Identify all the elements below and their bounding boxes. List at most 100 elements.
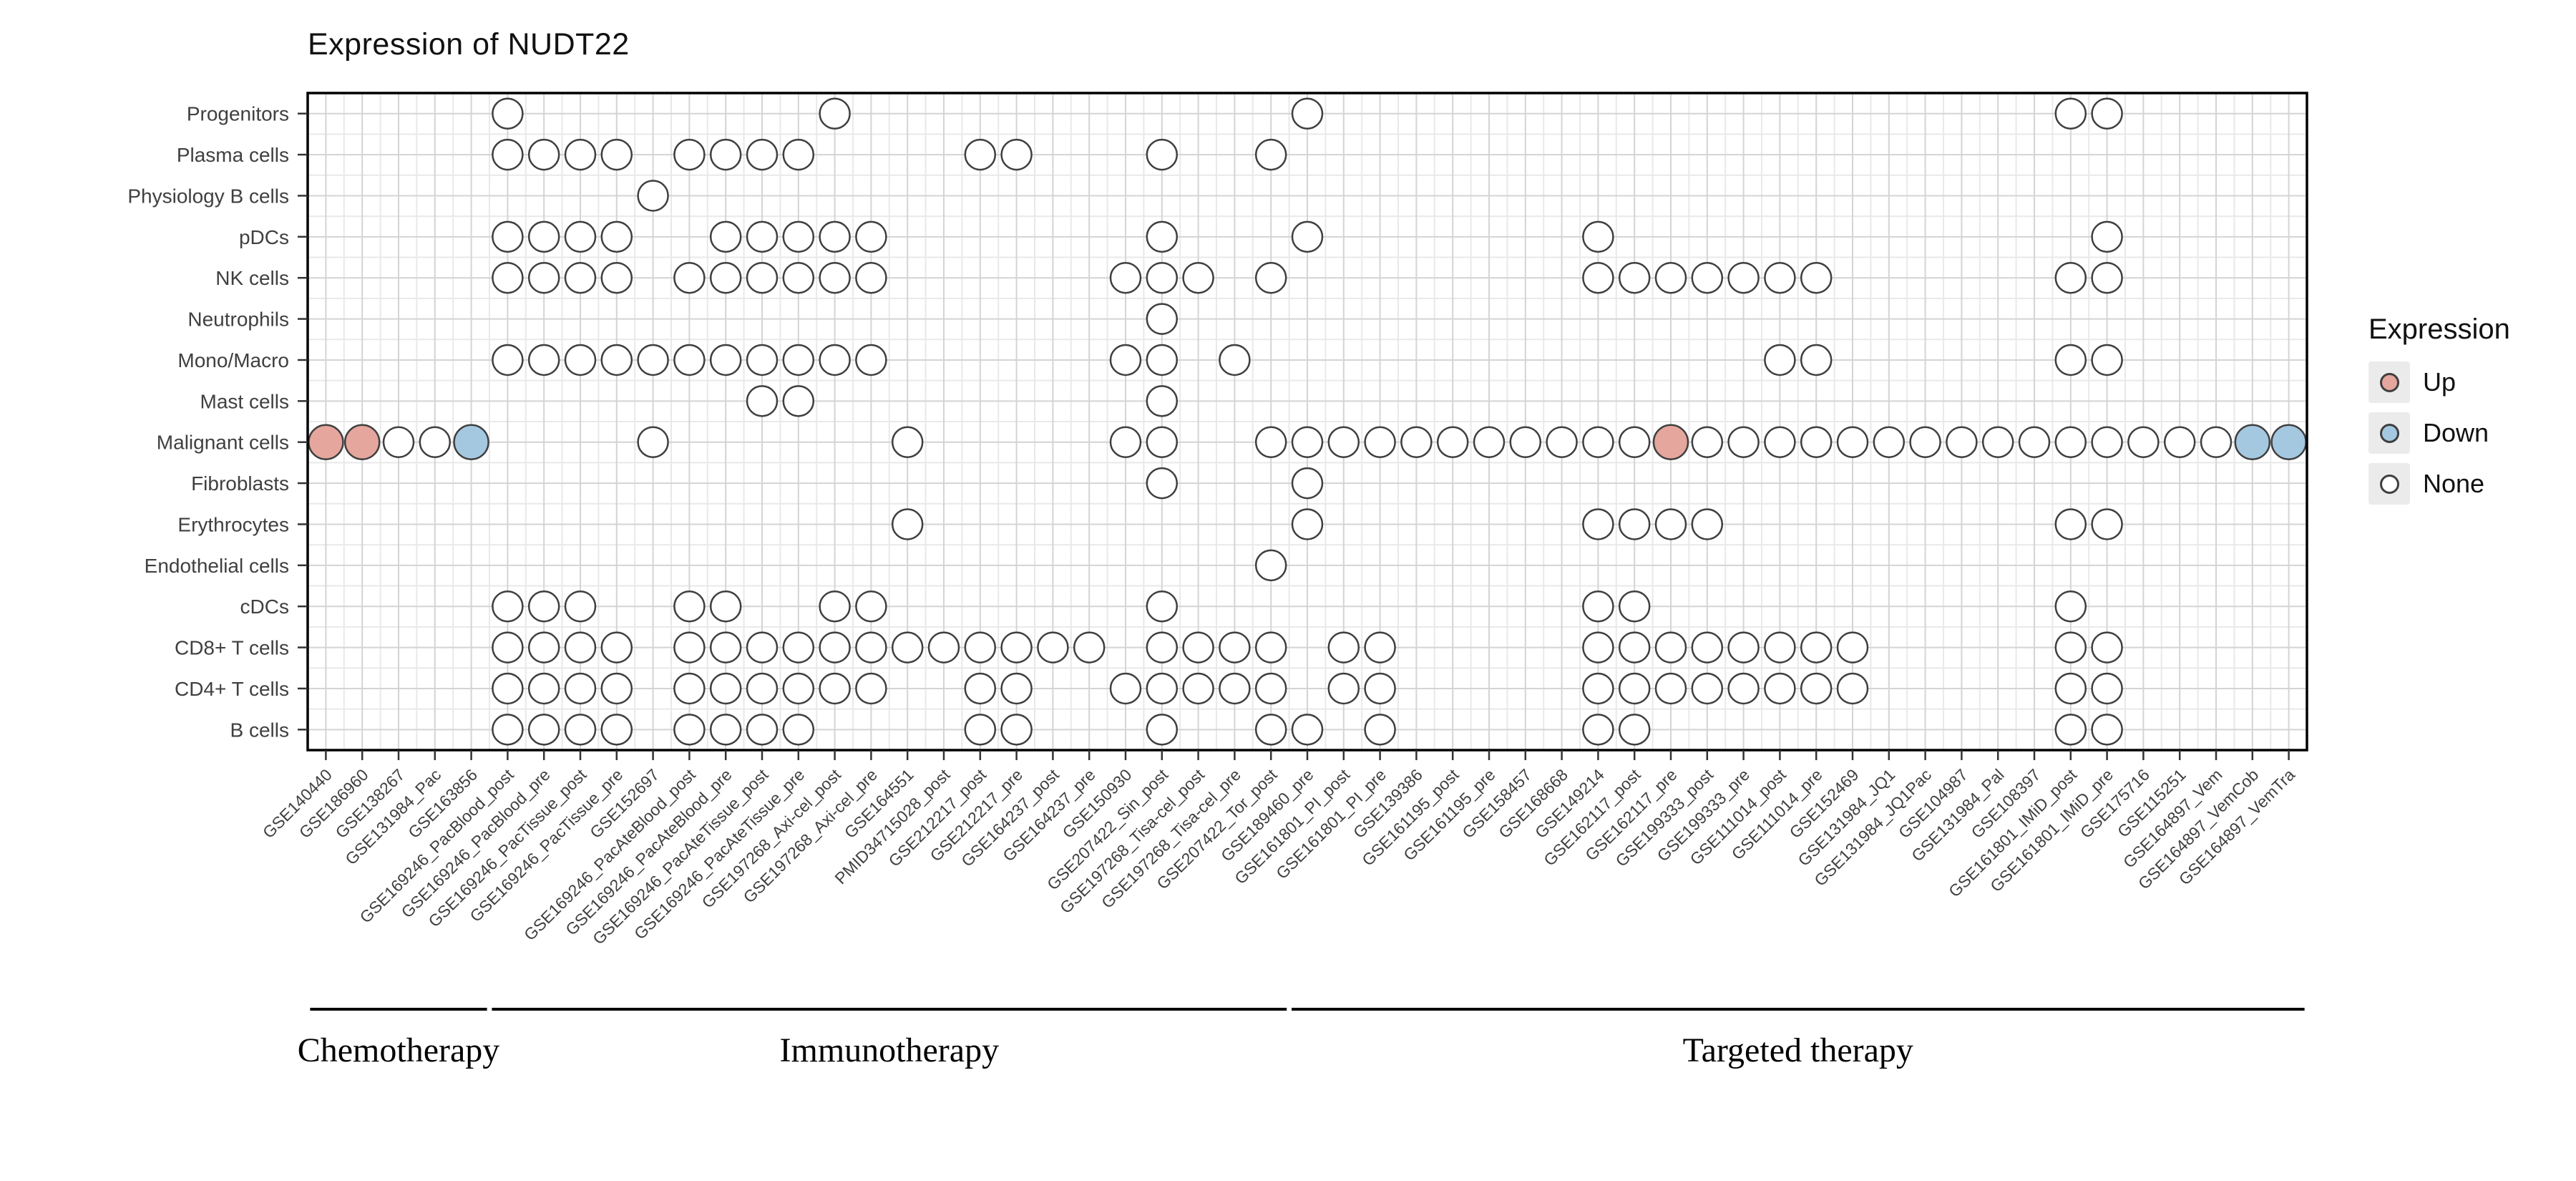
dot-none xyxy=(1254,138,1287,171)
chart-title: Expression of NUDT22 xyxy=(308,27,630,62)
y-axis-label: Physiology B cells xyxy=(127,185,289,207)
legend-label-up: Up xyxy=(2423,367,2457,397)
dot-none xyxy=(1800,672,1833,705)
dot-none xyxy=(1691,426,1724,458)
dot-none xyxy=(1618,590,1651,623)
legend: Expression Up Down None xyxy=(2368,314,2510,514)
dot-none xyxy=(1182,672,1214,705)
dot-none xyxy=(855,590,887,623)
dot-none xyxy=(1691,508,1724,540)
dot-none xyxy=(600,220,633,253)
dot-none xyxy=(964,714,997,746)
dot-none xyxy=(527,261,560,294)
dot-none xyxy=(1364,631,1396,664)
dot-none xyxy=(673,261,706,294)
group-label: Chemotherapy xyxy=(298,1031,500,1069)
dot-none xyxy=(782,138,815,171)
dot-none xyxy=(819,97,851,130)
y-axis-label: cDCs xyxy=(240,596,289,618)
dot-none xyxy=(855,631,887,664)
dot-none xyxy=(1618,508,1651,540)
dot-none xyxy=(709,590,742,623)
dot-none xyxy=(1364,672,1396,705)
dot-none xyxy=(782,344,815,376)
dot-none xyxy=(1146,426,1179,458)
dot-none xyxy=(1618,426,1651,458)
legend-title: Expression xyxy=(2368,314,2510,345)
dot-none xyxy=(1654,631,1687,664)
dot-none xyxy=(1582,508,1614,540)
dot-none xyxy=(492,631,524,664)
dot-none xyxy=(1254,714,1287,746)
dot-none xyxy=(2054,261,2087,294)
dot-none xyxy=(1254,261,1287,294)
dot-none xyxy=(673,631,706,664)
dot-none xyxy=(1618,672,1651,705)
legend-circle-up-icon xyxy=(2379,372,2399,392)
dot-none xyxy=(2091,714,2123,746)
dot-none xyxy=(1291,97,1324,130)
dot-none xyxy=(2054,590,2087,623)
dot-none xyxy=(2163,426,2196,458)
dot-none xyxy=(1836,672,1869,705)
dot-none xyxy=(637,426,669,458)
dot-none xyxy=(782,672,815,705)
dot-none xyxy=(637,344,669,376)
dot-none xyxy=(2091,508,2123,540)
dot-none xyxy=(1146,303,1179,335)
dot-none xyxy=(782,261,815,294)
legend-item-down: Down xyxy=(2368,412,2510,454)
dot-none xyxy=(2091,97,2123,130)
dot-none xyxy=(819,220,851,253)
dot-none xyxy=(1219,344,1251,376)
legend-item-up: Up xyxy=(2368,361,2510,403)
dot-none xyxy=(1764,344,1796,376)
dot-none xyxy=(2091,220,2123,253)
dot-none xyxy=(2091,344,2123,376)
dot-none xyxy=(492,672,524,705)
expression-dots xyxy=(308,97,2307,746)
dot-none xyxy=(2054,714,2087,746)
dot-none xyxy=(1000,138,1033,171)
dot-none xyxy=(709,261,742,294)
dot-none xyxy=(746,714,779,746)
dot-none xyxy=(1691,261,1724,294)
dot-none xyxy=(1582,672,1614,705)
dot-none xyxy=(1146,467,1179,500)
dot-none xyxy=(1873,426,1906,458)
legend-circle-none-icon xyxy=(2379,474,2399,494)
dot-none xyxy=(819,261,851,294)
legend-items: Up Down None xyxy=(2368,361,2510,505)
dot-none xyxy=(2054,508,2087,540)
dot-none xyxy=(891,426,924,458)
therapy-groups: Chemotherapy Immunotherapy Targeted therap… xyxy=(298,1008,2305,1069)
dot-none xyxy=(2091,672,2123,705)
dot-none xyxy=(1146,590,1179,623)
y-axis-label: Mast cells xyxy=(200,390,289,412)
dot-none xyxy=(527,672,560,705)
dot-none xyxy=(600,631,633,664)
dot-none xyxy=(1800,426,1833,458)
dot-none xyxy=(1836,631,1869,664)
legend-label-down: Down xyxy=(2423,418,2489,447)
legend-key-up xyxy=(2368,361,2410,403)
dot-none xyxy=(855,344,887,376)
dot-none xyxy=(492,590,524,623)
y-axis-label: Malignant cells xyxy=(157,432,289,454)
dot-none xyxy=(1691,672,1724,705)
dot-none xyxy=(1582,590,1614,623)
dot-none xyxy=(492,220,524,253)
dot-none xyxy=(746,385,779,417)
dot-none xyxy=(1582,261,1614,294)
dot-none xyxy=(1291,426,1324,458)
y-axis-label: NK cells xyxy=(215,267,289,289)
dot-none xyxy=(819,631,851,664)
dot-none xyxy=(1509,426,1542,458)
legend-circle-down-icon xyxy=(2379,423,2399,443)
y-axis-labels: Progenitors Plasma cells Physiology B cell… xyxy=(127,103,289,742)
dot-none xyxy=(673,138,706,171)
dot-none xyxy=(1764,261,1796,294)
dot-none xyxy=(709,220,742,253)
dot-none xyxy=(1291,508,1324,540)
dot-none xyxy=(527,590,560,623)
